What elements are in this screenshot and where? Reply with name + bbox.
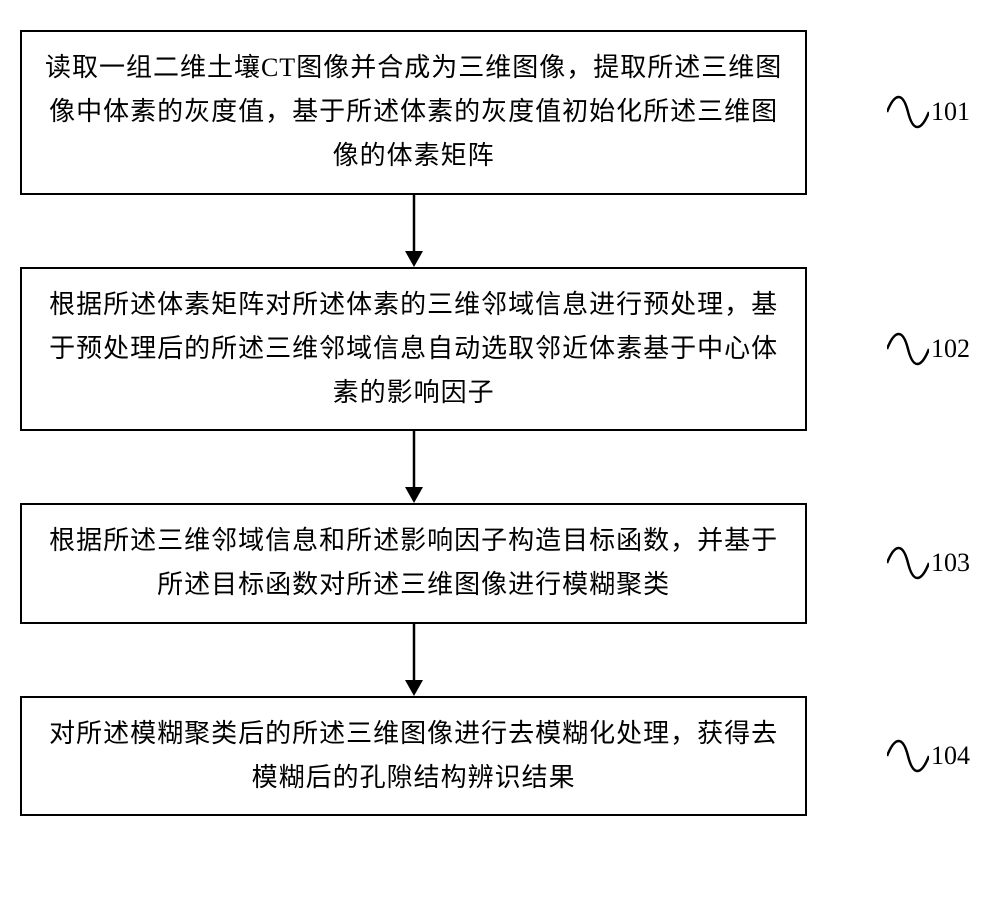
step-row: 读取一组二维土壤CT图像并合成为三维图像，提取所述三维图像中体素的灰度值，基于所…	[20, 30, 980, 195]
step-text: 读取一组二维土壤CT图像并合成为三维图像，提取所述三维图像中体素的灰度值，基于所…	[44, 46, 783, 179]
arrow-down-icon	[399, 195, 429, 267]
step-label-col: 104	[807, 726, 980, 786]
step-box-3: 根据所述三维邻域信息和所述影响因子构造目标函数，并基于所述目标函数对所述三维图像…	[20, 503, 807, 623]
wave-connector-icon	[887, 533, 929, 593]
step-label-col: 101	[807, 82, 980, 142]
arrow-gap	[20, 624, 980, 696]
arrow-gap	[20, 195, 980, 267]
step-box-2: 根据所述体素矩阵对所述体素的三维邻域信息进行预处理，基于预处理后的所述三维邻域信…	[20, 267, 807, 432]
step-label-col: 102	[807, 319, 980, 379]
arrow-down-icon	[399, 624, 429, 696]
step-text: 根据所述三维邻域信息和所述影响因子构造目标函数，并基于所述目标函数对所述三维图像…	[44, 519, 783, 607]
step-number: 102	[931, 334, 970, 364]
step-row: 对所述模糊聚类后的所述三维图像进行去模糊化处理，获得去模糊后的孔隙结构辨识结果 …	[20, 696, 980, 816]
wave-connector-icon	[887, 726, 929, 786]
step-text: 根据所述体素矩阵对所述体素的三维邻域信息进行预处理，基于预处理后的所述三维邻域信…	[44, 283, 783, 416]
wave-connector-icon	[887, 82, 929, 142]
arrow-gap	[20, 431, 980, 503]
step-label-col: 103	[807, 533, 980, 593]
arrow-down-icon	[399, 431, 429, 503]
wave-connector-icon	[887, 319, 929, 379]
step-text: 对所述模糊聚类后的所述三维图像进行去模糊化处理，获得去模糊后的孔隙结构辨识结果	[44, 712, 783, 800]
flowchart-container: 读取一组二维土壤CT图像并合成为三维图像，提取所述三维图像中体素的灰度值，基于所…	[20, 30, 980, 816]
step-row: 根据所述三维邻域信息和所述影响因子构造目标函数，并基于所述目标函数对所述三维图像…	[20, 503, 980, 623]
step-number: 101	[931, 97, 970, 127]
step-number: 103	[931, 548, 970, 578]
step-number: 104	[931, 741, 970, 771]
step-row: 根据所述体素矩阵对所述体素的三维邻域信息进行预处理，基于预处理后的所述三维邻域信…	[20, 267, 980, 432]
step-box-1: 读取一组二维土壤CT图像并合成为三维图像，提取所述三维图像中体素的灰度值，基于所…	[20, 30, 807, 195]
step-box-4: 对所述模糊聚类后的所述三维图像进行去模糊化处理，获得去模糊后的孔隙结构辨识结果	[20, 696, 807, 816]
